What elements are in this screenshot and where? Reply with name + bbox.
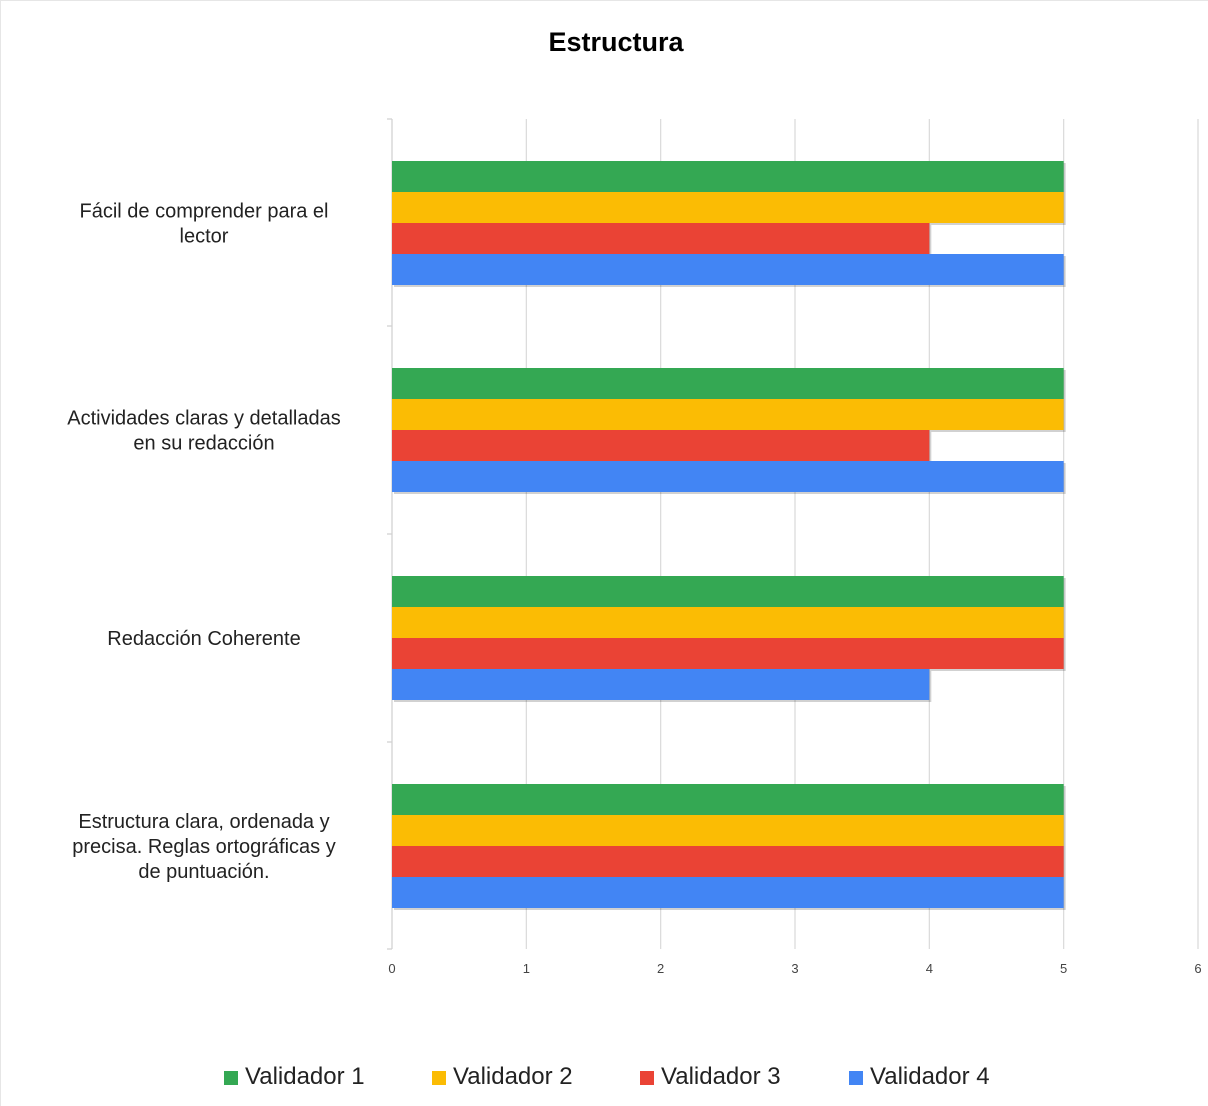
legend-swatch xyxy=(640,1071,654,1085)
bar-validador-4-cat-2 xyxy=(392,461,1064,492)
legend: Validador 1 Validador 2 Validador 3 Validad… xyxy=(224,1063,990,1090)
bar-validador-3-cat-4 xyxy=(392,846,1064,877)
x-tick-label: 0 xyxy=(388,961,395,976)
category-label: Redacción Coherente xyxy=(107,628,300,650)
x-tick-label: 4 xyxy=(926,961,933,976)
bars xyxy=(392,161,1066,910)
bar-validador-1-cat-4 xyxy=(392,784,1064,815)
bar-validador-3-cat-1 xyxy=(392,223,930,254)
bar-validador-2-cat-1 xyxy=(392,192,1064,223)
category-label-line: Estructura clara, ordenada y xyxy=(78,811,329,833)
legend-label: Validador 3 xyxy=(661,1063,781,1090)
x-tick-label: 3 xyxy=(791,961,798,976)
bar-validador-1-cat-3 xyxy=(392,576,1064,607)
legend-label: Validador 4 xyxy=(870,1063,990,1090)
category-label-line: Fácil de comprender para el xyxy=(79,201,328,223)
bar-validador-3-cat-3 xyxy=(392,638,1064,669)
category-label: Estructura clara, ordenada y precisa. Reg… xyxy=(72,811,335,883)
x-axis-ticks: 0 1 2 3 4 5 6 xyxy=(388,961,1201,976)
category-label: Fácil de comprender para el lector xyxy=(79,201,328,248)
bar-validador-4-cat-3 xyxy=(392,669,930,700)
bar-validador-4-cat-1 xyxy=(392,254,1064,285)
bar-validador-1-cat-1 xyxy=(392,161,1064,192)
legend-label: Validador 2 xyxy=(453,1063,573,1090)
bar-validador-4-cat-4 xyxy=(392,877,1064,908)
legend-swatch xyxy=(432,1071,446,1085)
chart-title: Estructura xyxy=(548,27,684,57)
x-tick-label: 6 xyxy=(1194,961,1201,976)
bar-validador-2-cat-2 xyxy=(392,399,1064,430)
category-label-line: precisa. Reglas ortográficas y xyxy=(72,836,335,858)
bar-validador-2-cat-3 xyxy=(392,607,1064,638)
legend-swatch xyxy=(849,1071,863,1085)
category-label: Actividades claras y detalladas en su red… xyxy=(67,408,340,455)
x-tick-label: 2 xyxy=(657,961,664,976)
category-label-line: en su redacción xyxy=(133,433,274,455)
bar-validador-3-cat-2 xyxy=(392,430,930,461)
category-label-line: lector xyxy=(180,226,229,248)
category-labels: Fácil de comprender para el lector Activid… xyxy=(67,201,340,884)
category-label-line: de puntuación. xyxy=(138,861,269,883)
category-label-line: Actividades claras y detalladas xyxy=(67,408,340,430)
bar-validador-1-cat-2 xyxy=(392,368,1064,399)
legend-swatch xyxy=(224,1071,238,1085)
category-label-line: Redacción Coherente xyxy=(107,628,300,650)
legend-label: Validador 1 xyxy=(245,1063,365,1090)
bar-validador-2-cat-4 xyxy=(392,815,1064,846)
x-tick-label: 1 xyxy=(523,961,530,976)
x-tick-label: 5 xyxy=(1060,961,1067,976)
